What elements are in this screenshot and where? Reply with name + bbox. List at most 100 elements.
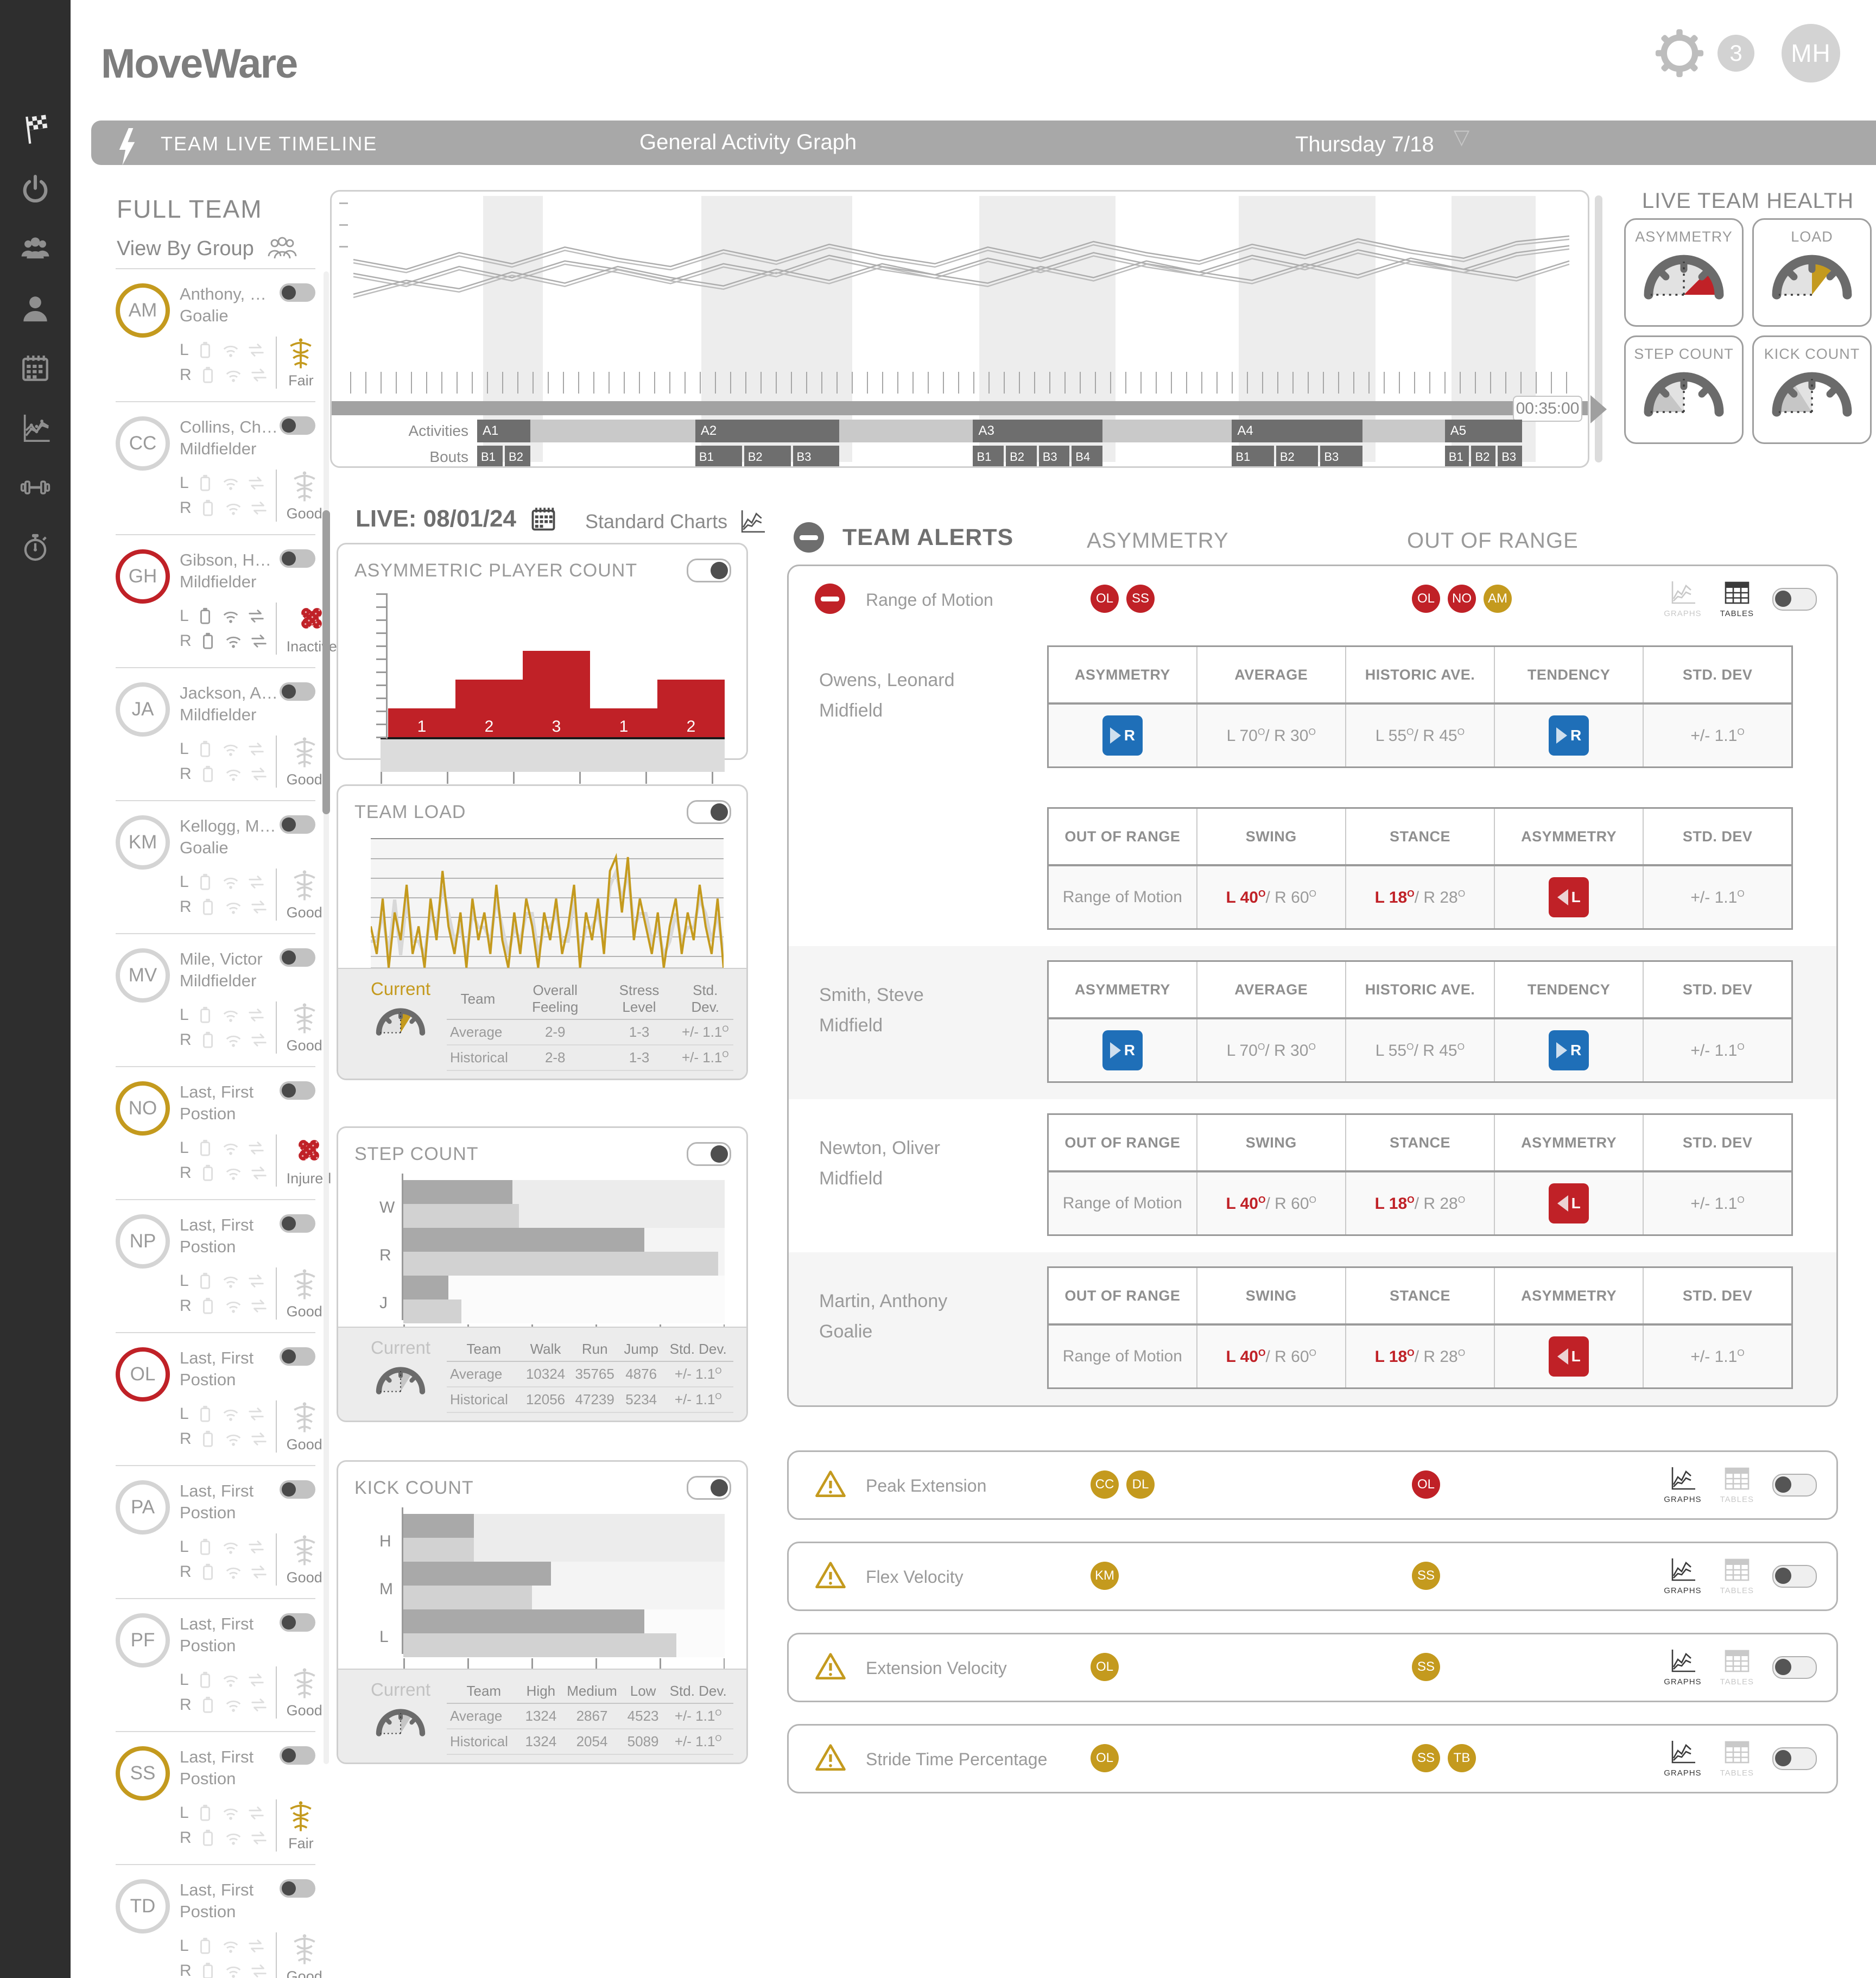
player-badge-ss[interactable]: SS — [1412, 1562, 1440, 1590]
player-toggle[interactable] — [280, 1214, 315, 1233]
player-badge-tb[interactable]: TB — [1448, 1744, 1476, 1772]
player-avatar[interactable]: PA — [116, 1480, 170, 1535]
player-badge-no[interactable]: NO — [1448, 585, 1476, 613]
dumbbell-icon[interactable] — [19, 471, 52, 504]
bout-segment[interactable]: B1 — [695, 446, 742, 466]
health-gauge-card[interactable]: LOAD — [1752, 218, 1872, 327]
view-by-group-link[interactable]: View By Group — [117, 237, 254, 260]
tables-view-icon[interactable]: TABLES — [1720, 1557, 1754, 1595]
alert-toggle[interactable] — [1772, 588, 1817, 611]
bout-segment[interactable]: B1 — [1232, 446, 1274, 466]
player-badge-dl[interactable]: DL — [1126, 1470, 1155, 1499]
player-badge-ol[interactable]: OL — [1091, 1744, 1119, 1772]
stopwatch-icon[interactable] — [19, 531, 52, 563]
graphs-view-icon[interactable]: GRAPHS — [1664, 1740, 1701, 1778]
health-gauge-card[interactable]: KICK COUNT — [1752, 335, 1872, 444]
bout-segment[interactable]: B2 — [1006, 446, 1037, 466]
player-badge-km[interactable]: KM — [1091, 1562, 1119, 1590]
card-toggle[interactable] — [687, 800, 731, 824]
standard-charts-link[interactable]: Standard Charts — [585, 510, 728, 532]
bout-segment[interactable]: B2 — [744, 446, 791, 466]
alert-toggle[interactable] — [1772, 1747, 1817, 1770]
player-avatar[interactable]: AM — [116, 283, 170, 338]
player-toggle[interactable] — [280, 1081, 315, 1100]
date-dropdown-caret-icon[interactable]: ▽ — [1454, 126, 1470, 149]
player-avatar[interactable]: TD — [116, 1879, 170, 1933]
player-badge-ss[interactable]: SS — [1412, 1744, 1440, 1772]
graphs-view-icon[interactable]: GRAPHS — [1664, 1466, 1701, 1504]
card-toggle[interactable] — [687, 1142, 731, 1166]
player-badge-ol[interactable]: OL — [1091, 1653, 1119, 1681]
graphs-view-icon[interactable]: GRAPHS — [1664, 580, 1701, 618]
player-avatar[interactable]: NP — [116, 1214, 170, 1269]
player-avatar[interactable]: KM — [116, 815, 170, 870]
tables-view-icon[interactable]: TABLES — [1720, 580, 1754, 618]
activity-segment[interactable]: A2 — [695, 420, 840, 442]
alert-toggle[interactable] — [1772, 1474, 1817, 1497]
player-avatar[interactable]: MV — [116, 948, 170, 1003]
activity-segment[interactable]: A4 — [1232, 420, 1362, 442]
player-avatar[interactable]: PF — [116, 1613, 170, 1668]
player-badge-am[interactable]: AM — [1484, 585, 1512, 613]
player-avatar[interactable]: CC — [116, 416, 170, 471]
health-gauge-card[interactable]: ASYMMETRY — [1624, 218, 1744, 327]
settings-gear-icon[interactable] — [1655, 28, 1704, 78]
health-gauge-card[interactable]: STEP COUNT — [1624, 335, 1744, 444]
player-avatar[interactable]: GH — [116, 549, 170, 604]
team-group-icon[interactable] — [19, 232, 52, 265]
player-avatar[interactable]: OL — [116, 1347, 170, 1402]
bout-segment[interactable]: B2 — [505, 446, 531, 466]
player-toggle[interactable] — [280, 948, 315, 967]
player-toggle[interactable] — [280, 549, 315, 568]
bout-segment[interactable]: B2 — [1276, 446, 1319, 466]
bout-segment[interactable]: B3 — [793, 446, 840, 466]
player-toggle[interactable] — [280, 815, 315, 834]
player-toggle[interactable] — [280, 1613, 315, 1632]
player-badge-cc[interactable]: CC — [1091, 1470, 1119, 1499]
timeline-advance-arrow[interactable] — [1590, 395, 1607, 423]
activity-segment[interactable]: A1 — [477, 420, 531, 442]
activity-segment[interactable]: A3 — [973, 420, 1102, 442]
activity-segment[interactable]: A5 — [1444, 420, 1523, 442]
timeline-scrub-bar[interactable] — [332, 401, 1588, 415]
bout-segment[interactable]: B4 — [1072, 446, 1102, 466]
player-badge-ol[interactable]: OL — [1412, 1470, 1440, 1499]
line-chart-icon[interactable] — [19, 411, 52, 444]
tables-view-icon[interactable]: TABLES — [1720, 1466, 1754, 1504]
bout-segment[interactable]: B1 — [973, 446, 1004, 466]
user-avatar[interactable]: MH — [1782, 24, 1840, 83]
player-badge-ol[interactable]: OL — [1412, 585, 1440, 613]
bout-segment[interactable]: B3 — [1038, 446, 1070, 466]
player-toggle[interactable] — [280, 283, 315, 302]
alert-toggle[interactable] — [1772, 1565, 1817, 1588]
player-badge-ol[interactable]: OL — [1091, 585, 1119, 613]
player-toggle[interactable] — [280, 1480, 315, 1499]
graphs-view-icon[interactable]: GRAPHS — [1664, 1649, 1701, 1687]
bout-segment[interactable]: B3 — [1320, 446, 1362, 466]
player-badge-ss[interactable]: SS — [1412, 1653, 1440, 1681]
calendar-icon[interactable] — [19, 352, 52, 384]
bout-segment[interactable]: B2 — [1471, 446, 1496, 466]
player-toggle[interactable] — [280, 1347, 315, 1366]
bout-segment[interactable]: B1 — [477, 446, 503, 466]
player-toggle[interactable] — [280, 682, 315, 701]
bout-segment[interactable]: B1 — [1444, 446, 1469, 466]
player-badge-ss[interactable]: SS — [1126, 585, 1155, 613]
notification-badge[interactable]: 3 — [1717, 35, 1754, 72]
person-icon[interactable] — [19, 292, 52, 325]
player-toggle[interactable] — [280, 1879, 315, 1898]
tables-view-icon[interactable]: TABLES — [1720, 1740, 1754, 1778]
power-icon[interactable] — [19, 173, 52, 205]
player-avatar[interactable]: JA — [116, 682, 170, 737]
graphs-view-icon[interactable]: GRAPHS — [1664, 1557, 1701, 1595]
bout-segment[interactable]: B3 — [1498, 446, 1522, 466]
card-toggle[interactable] — [687, 559, 731, 582]
player-avatar[interactable]: SS — [116, 1746, 170, 1801]
card-toggle[interactable] — [687, 1476, 731, 1500]
player-list-scrollbar-thumb[interactable] — [322, 510, 330, 814]
toolbar-date[interactable]: Thursday 7/18 — [1295, 132, 1434, 156]
tables-view-icon[interactable]: TABLES — [1720, 1649, 1754, 1687]
finish-flag-icon[interactable] — [19, 113, 52, 145]
player-avatar[interactable]: NO — [116, 1081, 170, 1136]
player-toggle[interactable] — [280, 1746, 315, 1765]
